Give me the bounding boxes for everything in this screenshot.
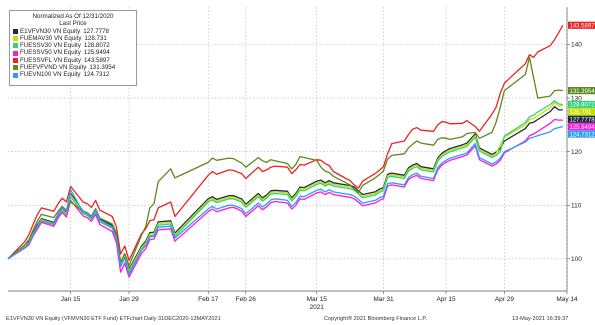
legend-item: FUEVN100 VN Equity 124.7312 — [13, 71, 133, 78]
x-tick-label: Jan 15 — [61, 296, 81, 303]
legend-label: FUESSV30 VN Equity — [20, 42, 81, 50]
legend-value: 127.7778 — [83, 27, 109, 35]
footer-copyright: Copyright® 2021 Bloomberg Finance L.P. — [324, 316, 427, 322]
legend-value: 143.5897 — [83, 56, 110, 64]
x-axis-year-label: 2021 — [309, 304, 324, 311]
x-axis-ticks: Jan 15 Jan 29 Feb 17 Feb 26 Mar 15 Mar 31 Apr … — [61, 291, 578, 311]
series-line-1 — [7, 102, 563, 272]
last-price-tag-label: 124.7312 — [570, 132, 595, 138]
last-price-tag-label: 143.5897 — [570, 23, 595, 29]
last-price-tag-label: 131.3954 — [570, 89, 595, 95]
legend-title: Normalized As Of 12/31/2020 — [32, 13, 114, 20]
legend-label: FUEFVFVND VN Equity — [20, 64, 87, 72]
legend-label: FUESSV50 VN Equity — [20, 49, 81, 57]
legend-item: FUESSVFL VN Equity 143.5897 — [13, 57, 133, 64]
x-tick-label: Feb 26 — [236, 296, 257, 303]
legend-value: 131.3954 — [89, 64, 116, 72]
last-price-tag — [568, 108, 595, 116]
legend-item: FUEMAV30 VN Equity 128.731 — [13, 35, 133, 42]
x-tick-label: Jan 29 — [119, 296, 139, 303]
series-line-4 — [7, 24, 564, 262]
legend-label: E1VFVN30 VN Equity — [20, 27, 81, 35]
series-line-5 — [7, 56, 563, 267]
y-axis-ticks: 100 110 120 130 140 — [567, 42, 582, 263]
y-tick-label: 140 — [571, 42, 582, 49]
last-price-tag — [568, 21, 595, 29]
legend-swatch — [13, 50, 18, 56]
legend-item: FUESSV30 VN Equity 128.8072 — [13, 42, 133, 49]
grid — [8, 7, 568, 292]
legend-item: E1VFVN30 VN Equity 127.7778 — [13, 28, 133, 35]
legend-swatch — [13, 28, 18, 34]
x-tick-label: Apr 15 — [436, 296, 456, 303]
last-price-tag-label: 125.9494 — [570, 125, 595, 131]
legend-item: FUESSV50 VN Equity 125.9494 — [13, 49, 133, 56]
last-price-tag — [568, 100, 595, 109]
series-lines — [7, 24, 564, 278]
footer-timestamp: 13-May-2021 16:39:37 — [512, 316, 569, 322]
x-tick-label: Mar 15 — [307, 296, 328, 303]
legend-label: FUESSVFL VN Equity — [20, 56, 81, 64]
y-tick-label: 110 — [571, 202, 582, 209]
legend-subtitle: Last Price — [59, 20, 87, 28]
last-price-tag — [568, 130, 595, 138]
legend-swatch — [13, 43, 18, 49]
legend-value: 124.7312 — [83, 71, 110, 79]
last-price-tag-label: 128.8072 — [570, 103, 595, 109]
last-price-tag — [568, 115, 595, 123]
legend-swatch — [13, 65, 18, 71]
legend-swatch — [13, 57, 18, 63]
series-line-6 — [7, 125, 563, 276]
x-tick-label: May 14 — [556, 296, 578, 303]
legend-value: 128.8072 — [83, 42, 110, 50]
x-tick-label: Feb 17 — [198, 296, 219, 303]
series-line-2 — [7, 100, 563, 274]
legend-swatch — [13, 36, 18, 42]
x-tick-label: Apr 29 — [495, 296, 515, 303]
last-price-tag-label: 128.731 — [570, 110, 592, 116]
last-price-tag — [568, 87, 595, 95]
legend-value: 125.9494 — [83, 49, 110, 57]
series-line-3 — [7, 118, 563, 278]
y-tick-label: 100 — [571, 256, 582, 263]
legend-swatch — [13, 72, 18, 78]
legend-value: 128.731 — [84, 34, 107, 42]
chart-legend: Normalized As Of 12/31/2020 Last Price E… — [9, 10, 137, 86]
x-tick-label: Mar 31 — [373, 296, 394, 303]
legend-item: FUEFVFVND VN Equity 131.3954 — [13, 64, 133, 71]
legend-label: FUEMAV30 VN Equity — [20, 34, 82, 42]
y-tick-label: 130 — [571, 95, 582, 102]
last-price-tag — [568, 123, 595, 131]
y-tick-label: 120 — [571, 149, 582, 156]
legend-label: FUEVN100 VN Equity — [20, 71, 81, 79]
footer-source: E1VFVN30 VN Equity (VFMVN30 ETF Fund) ET… — [6, 316, 221, 322]
last-price-tag-label: 127.7778 — [570, 117, 595, 123]
